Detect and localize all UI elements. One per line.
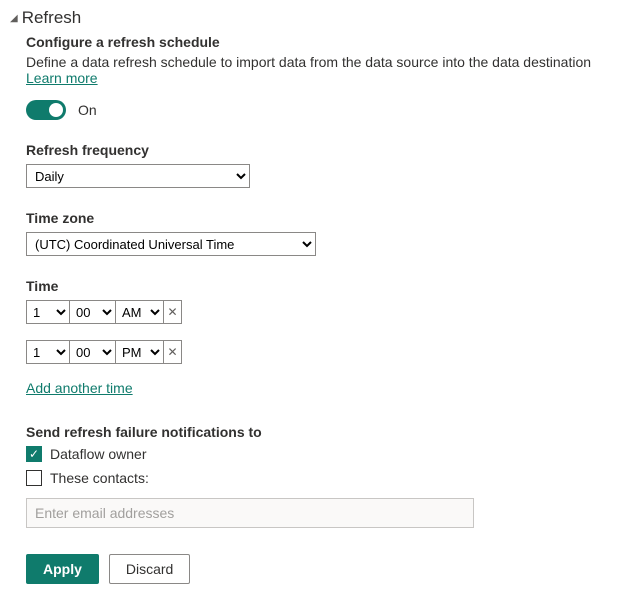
time-hour-select[interactable]: 1 xyxy=(26,340,70,364)
time-ampm-select[interactable]: AM xyxy=(116,300,164,324)
owner-checkbox[interactable]: ✓ xyxy=(26,446,42,462)
time-hour-select[interactable]: 1 xyxy=(26,300,70,324)
time-minute-select[interactable]: 00 xyxy=(70,340,116,364)
section-header[interactable]: ◢ Refresh xyxy=(10,8,607,28)
time-row-0: 1 00 AM ✕ xyxy=(26,300,607,324)
time-ampm-select[interactable]: PM xyxy=(116,340,164,364)
owner-check-row: ✓ Dataflow owner xyxy=(26,446,607,462)
timezone-label: Time zone xyxy=(26,210,607,226)
frequency-label: Refresh frequency xyxy=(26,142,607,158)
close-icon: ✕ xyxy=(167,345,177,359)
time-row-1: 1 00 PM ✕ xyxy=(26,340,607,364)
notifications-label: Send refresh failure notifications to xyxy=(26,424,607,440)
discard-button[interactable]: Discard xyxy=(109,554,190,584)
frequency-field: Refresh frequency Daily xyxy=(26,142,607,188)
contacts-check-row: These contacts: xyxy=(26,470,607,486)
contacts-checkbox-label: These contacts: xyxy=(50,470,149,486)
timezone-field: Time zone (UTC) Coordinated Universal Ti… xyxy=(26,210,607,256)
time-minute-select[interactable]: 00 xyxy=(70,300,116,324)
section-title: Refresh xyxy=(22,8,82,28)
config-subtitle: Configure a refresh schedule xyxy=(26,34,607,50)
add-time-link[interactable]: Add another time xyxy=(26,380,133,396)
timezone-select[interactable]: (UTC) Coordinated Universal Time xyxy=(26,232,316,256)
time-label: Time xyxy=(26,278,607,294)
close-icon: ✕ xyxy=(167,305,177,319)
contacts-checkbox[interactable] xyxy=(26,470,42,486)
owner-checkbox-label: Dataflow owner xyxy=(50,446,147,462)
frequency-select[interactable]: Daily xyxy=(26,164,250,188)
remove-time-button[interactable]: ✕ xyxy=(164,340,182,364)
notifications-field: Send refresh failure notifications to ✓ … xyxy=(26,424,607,528)
remove-time-button[interactable]: ✕ xyxy=(164,300,182,324)
apply-button[interactable]: Apply xyxy=(26,554,99,584)
collapse-caret-icon: ◢ xyxy=(10,13,18,24)
section-content: Configure a refresh schedule Define a da… xyxy=(10,34,607,584)
config-description-text: Define a data refresh schedule to import… xyxy=(26,54,591,70)
check-icon: ✓ xyxy=(29,448,39,460)
time-field: Time 1 00 AM ✕ 1 00 PM xyxy=(26,278,607,396)
schedule-toggle[interactable] xyxy=(26,100,66,120)
schedule-toggle-row: On xyxy=(26,100,607,120)
config-description: Define a data refresh schedule to import… xyxy=(26,54,607,86)
contacts-email-input[interactable] xyxy=(26,498,474,528)
learn-more-link[interactable]: Learn more xyxy=(26,70,98,86)
button-row: Apply Discard xyxy=(26,554,607,584)
schedule-toggle-label: On xyxy=(78,102,97,118)
